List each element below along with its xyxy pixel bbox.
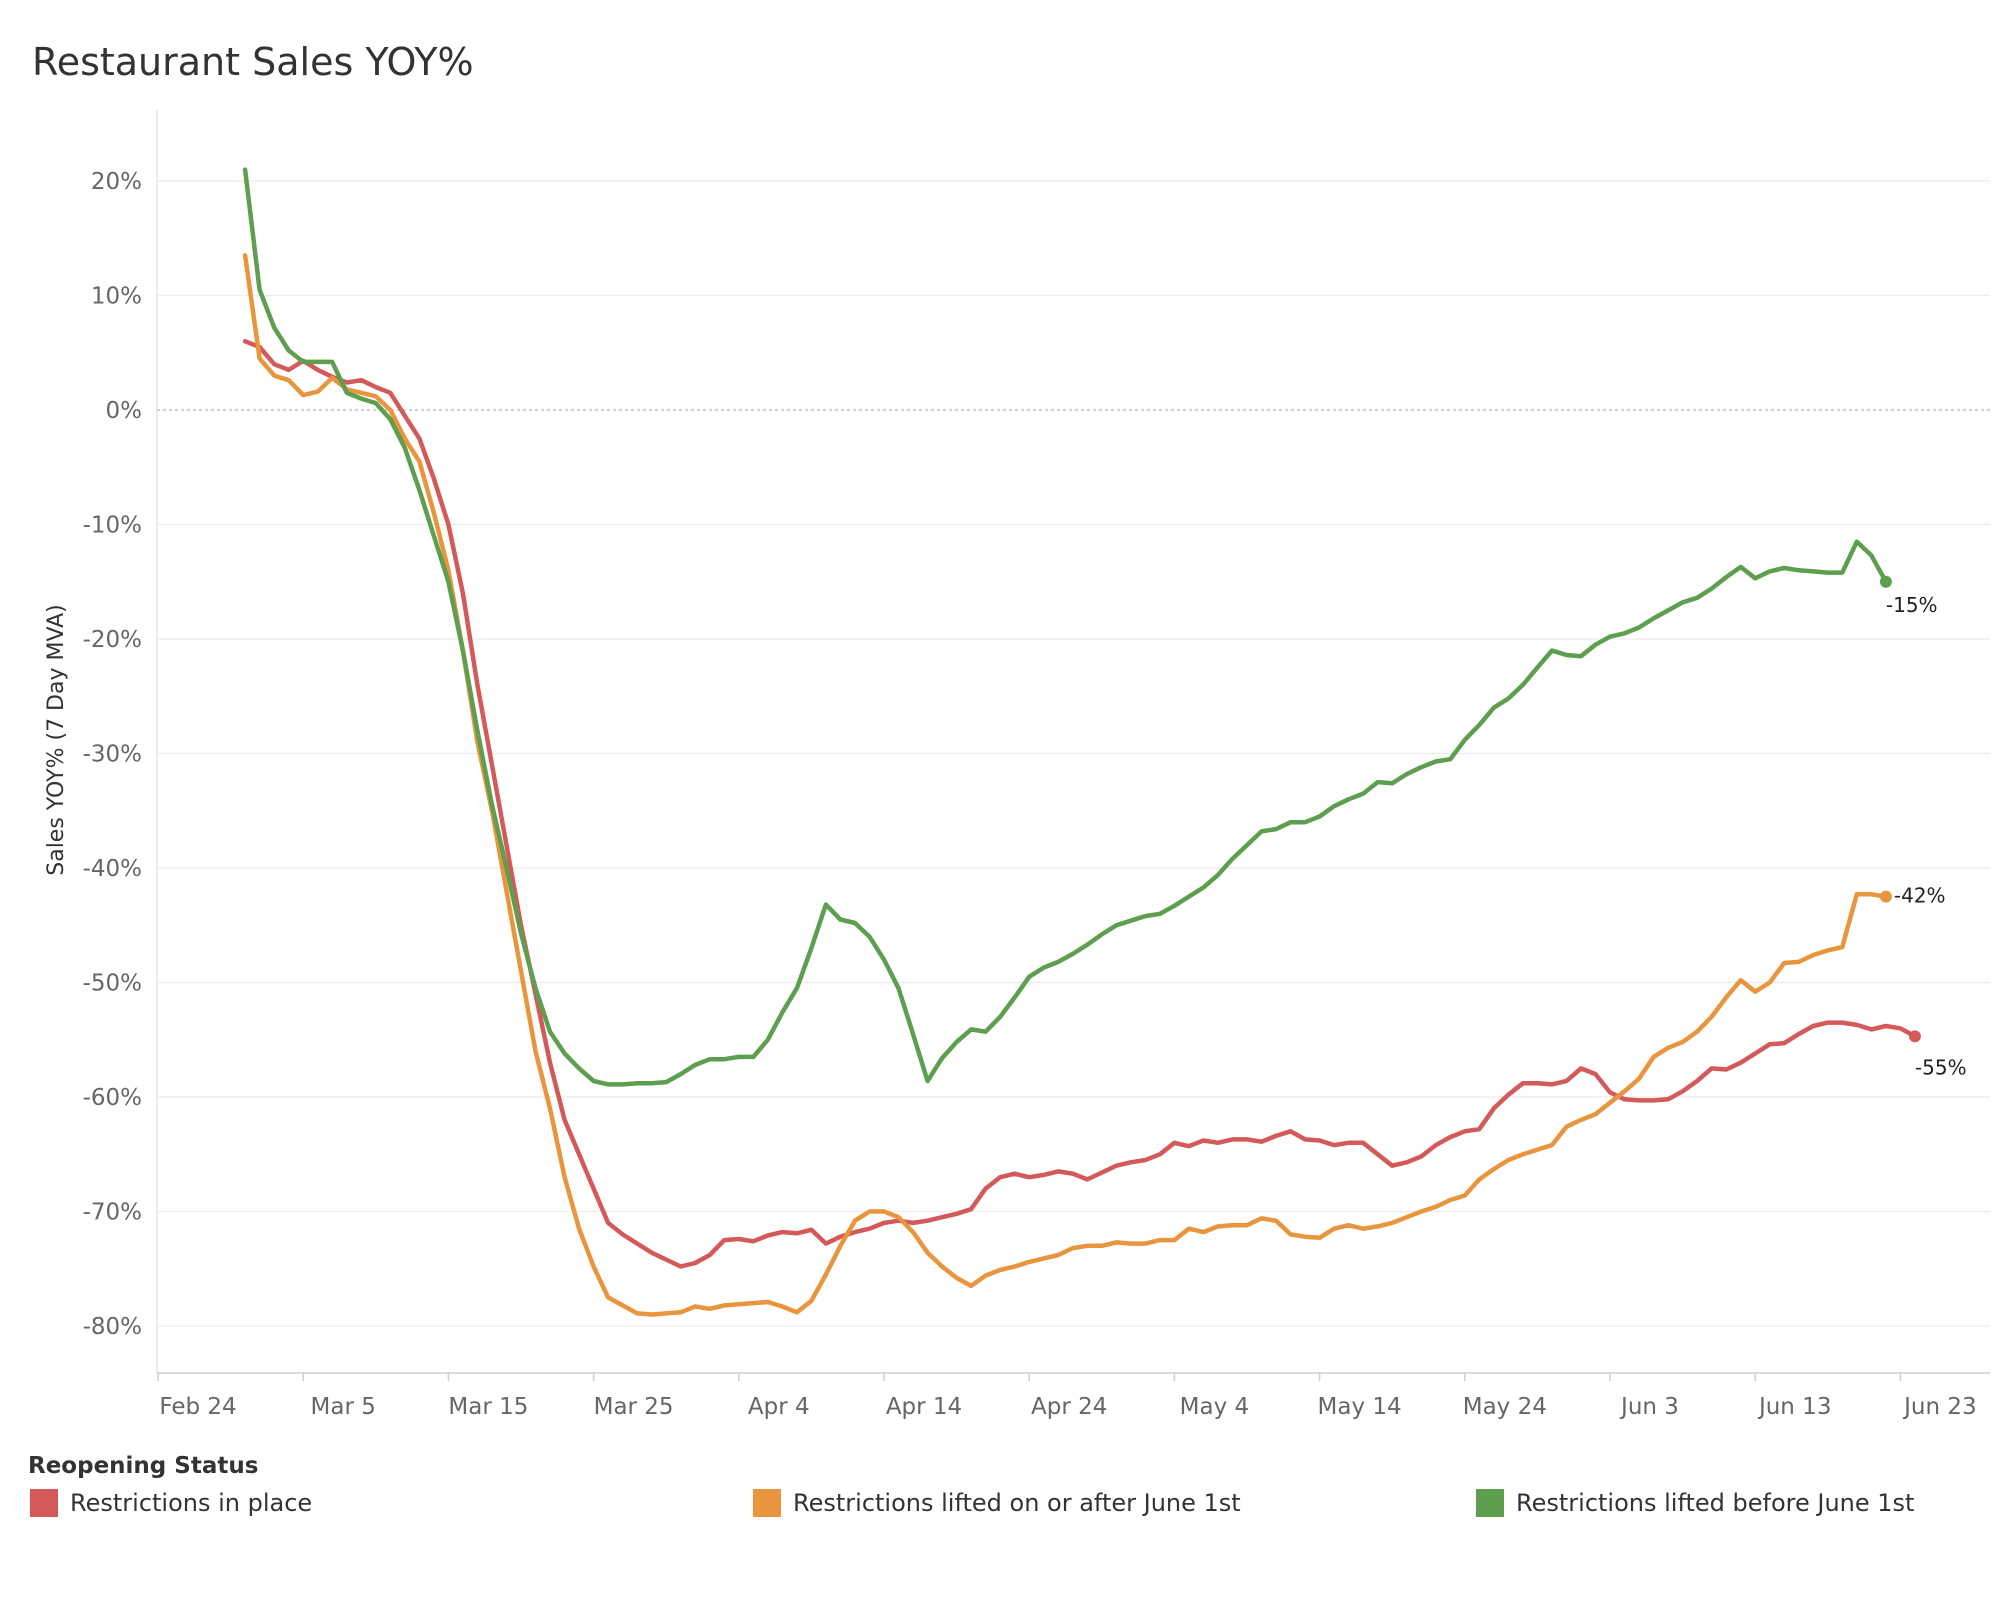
- y-tick-label: 0%: [106, 398, 143, 424]
- grid-lines: [157, 180, 1990, 1327]
- legend-label: Restrictions in place: [70, 1489, 313, 1517]
- chart-title: Restaurant Sales YOY%: [32, 40, 474, 84]
- y-tick-label: -50%: [83, 971, 142, 997]
- y-axis-label: Sales YOY% (7 Day MVA): [44, 604, 69, 876]
- legend-swatch: [30, 1489, 58, 1517]
- y-tick-label: -60%: [83, 1085, 142, 1111]
- y-tick-label: 10%: [91, 284, 142, 310]
- series-lines: [242, 167, 1921, 1317]
- x-tick-label: May 4: [1180, 1394, 1250, 1420]
- x-axis-ticks: Feb 24 Mar 5 Mar 15 Mar 25 Apr 4 Apr 14 Apr 24…: [157, 1373, 1977, 1420]
- legend-swatch: [753, 1489, 781, 1517]
- x-tick-label: Jun 23: [1902, 1394, 1977, 1420]
- x-tick-label: Apr 4: [748, 1394, 810, 1420]
- series-end-label: -55%: [1915, 1055, 1967, 1079]
- series-line-1: [242, 253, 1889, 1317]
- x-tick-label: May 14: [1318, 1394, 1402, 1420]
- legend-swatch: [1476, 1489, 1504, 1517]
- x-tick-label: May 24: [1463, 1394, 1547, 1420]
- series-end-label: -42%: [1894, 884, 1946, 908]
- y-tick-label: -80%: [83, 1314, 142, 1340]
- x-tick-label: Mar 5: [311, 1394, 376, 1420]
- legend-label: Restrictions lifted on or after June 1st: [793, 1489, 1241, 1517]
- y-tick-label: 20%: [91, 169, 142, 195]
- y-tick-label: -20%: [83, 627, 142, 653]
- y-tick-label: -10%: [83, 513, 142, 539]
- x-tick-label: Jun 3: [1619, 1394, 1679, 1420]
- series-line-0: [242, 339, 1918, 1269]
- line-chart: 20% 10% 0% -10% -20% -30% -40% -50% -60% -70% -80%…: [44, 110, 1990, 1420]
- y-tick-label: -70%: [83, 1200, 142, 1226]
- x-tick-label: Feb 24: [159, 1394, 236, 1420]
- x-tick-label: Apr 24: [1031, 1394, 1107, 1420]
- series-line-2: [242, 167, 1889, 1087]
- y-tick-label: -30%: [83, 742, 142, 768]
- legend-item-restrictions-in-place[interactable]: Restrictions in place: [30, 1489, 312, 1517]
- series-end-dot: [1879, 575, 1892, 588]
- end-labels: -55% -42% -15%: [1886, 593, 1967, 1080]
- legend: Reopening Status Restrictions in place R…: [28, 1453, 1988, 1517]
- legend-title: Reopening Status: [28, 1453, 259, 1479]
- y-tick-label: -40%: [83, 856, 142, 882]
- legend-label: Restrictions lifted before June 1st: [1516, 1489, 1915, 1517]
- x-tick-label: Apr 14: [886, 1394, 962, 1420]
- legend-item-lifted-after-june[interactable]: Restrictions lifted on or after June 1st: [753, 1489, 1241, 1517]
- x-tick-label: Mar 15: [448, 1394, 528, 1420]
- x-tick-label: Jun 13: [1757, 1394, 1832, 1420]
- x-tick-label: Mar 25: [594, 1394, 674, 1420]
- series-end-label: -15%: [1886, 593, 1938, 617]
- y-axis-ticks: 20% 10% 0% -10% -20% -30% -40% -50% -60% -70% -80%: [83, 169, 142, 1340]
- series-end-dot: [1908, 1030, 1921, 1043]
- series-end-dot: [1879, 890, 1892, 903]
- legend-item-lifted-before-june[interactable]: Restrictions lifted before June 1st: [1476, 1489, 1914, 1517]
